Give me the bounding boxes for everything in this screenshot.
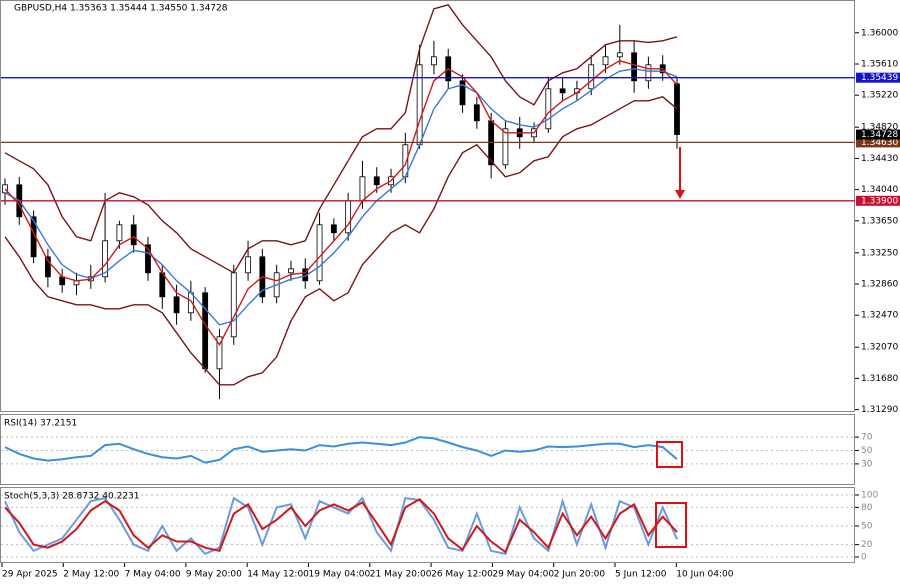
candle-body bbox=[559, 88, 566, 94]
x-tick-label: 2 Jun 20:00 bbox=[554, 570, 606, 580]
y-tick-label: 80 bbox=[861, 503, 873, 513]
last-price-tag bbox=[856, 129, 900, 140]
level-tag bbox=[856, 137, 900, 148]
indicator-line bbox=[4, 496, 678, 556]
stoch-highlight bbox=[655, 502, 687, 548]
plot-layer: 1.36000 1.35610 1.35220 1.34820 1.34430 1.340… bbox=[1, 3, 900, 580]
y-tick-label: 20 bbox=[861, 540, 873, 550]
last-price-label: 1.34728 bbox=[861, 130, 898, 140]
candle-body bbox=[173, 296, 180, 314]
candle-body bbox=[631, 52, 638, 82]
x-tick-label: 5 Jun 12:00 bbox=[615, 570, 667, 580]
indicator-line bbox=[4, 68, 678, 326]
y-tick-label: 100 bbox=[861, 491, 878, 501]
rsi-title: RSI(14) 37.2151 bbox=[4, 419, 77, 429]
level-label: 1.33900 bbox=[861, 196, 898, 206]
candle-body bbox=[416, 64, 423, 146]
level-tag bbox=[856, 72, 900, 83]
arrow-head bbox=[675, 190, 685, 199]
y-tick-label: 0 bbox=[861, 553, 867, 563]
candle-body bbox=[616, 52, 623, 58]
main-frame bbox=[0, 0, 855, 412]
candle-body bbox=[373, 176, 380, 186]
x-tick-label: 9 May 20:00 bbox=[186, 570, 242, 580]
y-tick-label: 50 bbox=[861, 446, 873, 456]
y-tick-label: 30 bbox=[861, 459, 873, 469]
candle-body bbox=[602, 56, 609, 66]
candle-body bbox=[459, 80, 466, 106]
y-tick-label: 1.32470 bbox=[861, 311, 898, 321]
indicator-line bbox=[4, 3, 678, 274]
rsi-highlight bbox=[656, 441, 683, 468]
candle-body bbox=[431, 56, 437, 66]
main-title: GBPUSD,H4 1.35363 1.35444 1.34550 1.3472… bbox=[14, 4, 228, 14]
candle-body bbox=[145, 244, 151, 274]
x-tick-label: 26 May 12:00 bbox=[431, 570, 493, 580]
candle-body bbox=[245, 256, 251, 274]
y-tick-label: 70 bbox=[861, 433, 873, 443]
candle-body bbox=[216, 336, 223, 370]
y-tick-label: 1.34820 bbox=[861, 123, 898, 133]
rsi-frame bbox=[0, 414, 855, 485]
candle-body bbox=[359, 176, 366, 202]
level-label: 1.35439 bbox=[861, 73, 898, 83]
candle-body bbox=[116, 224, 123, 242]
y-tick-label: 1.34040 bbox=[861, 185, 898, 195]
candle-body bbox=[645, 64, 652, 82]
y-tick-label: 1.31680 bbox=[861, 374, 898, 384]
y-tick-label: 1.31290 bbox=[861, 405, 898, 415]
y-tick-label: 1.32070 bbox=[861, 343, 898, 353]
y-tick-label: 1.35220 bbox=[861, 91, 898, 101]
candle-body bbox=[316, 224, 323, 282]
candle-body bbox=[345, 200, 352, 234]
candle-body bbox=[502, 128, 509, 166]
level-tag bbox=[856, 195, 900, 206]
candle-body bbox=[545, 88, 552, 130]
candle-body bbox=[674, 83, 680, 135]
x-tick-label: 19 May 04:00 bbox=[309, 570, 371, 580]
candle-body bbox=[230, 272, 237, 338]
candle-body bbox=[588, 64, 595, 90]
x-tick-label: 29 Apr 2025 bbox=[2, 570, 58, 580]
x-tick-label: 7 May 04:00 bbox=[125, 570, 181, 580]
x-tick-label: 21 May 20:00 bbox=[370, 570, 432, 580]
y-tick-label: 50 bbox=[861, 522, 873, 532]
indicator-line bbox=[4, 96, 678, 386]
y-tick-label: 1.32860 bbox=[861, 280, 898, 290]
y-tick-label: 1.33650 bbox=[861, 216, 898, 226]
y-tick-label: 1.34430 bbox=[861, 154, 898, 164]
y-tick-label: 1.35610 bbox=[861, 60, 898, 70]
y-tick-label: 1.36000 bbox=[861, 28, 898, 38]
indicator-line bbox=[4, 436, 678, 464]
indicator-line bbox=[4, 60, 678, 347]
x-tick-label: 14 May 12:00 bbox=[247, 570, 309, 580]
stoch-frame bbox=[0, 487, 855, 563]
indicator-line bbox=[4, 498, 678, 554]
candle-body bbox=[102, 240, 108, 278]
candle-body bbox=[44, 256, 51, 278]
candle-body bbox=[288, 268, 294, 274]
y-tick-label: 1.33250 bbox=[861, 248, 898, 258]
candle-body bbox=[130, 224, 137, 246]
candle-body bbox=[473, 104, 480, 122]
candle-body bbox=[330, 224, 337, 234]
level-label: 1.34630 bbox=[861, 138, 898, 148]
x-tick-label: 10 Jun 04:00 bbox=[676, 570, 733, 580]
stoch-title: Stoch(5,3,3) 28.8732 40.2231 bbox=[4, 492, 139, 502]
candle-body bbox=[202, 292, 209, 370]
x-tick-label: 29 May 04:00 bbox=[492, 570, 554, 580]
x-tick-label: 2 May 12:00 bbox=[63, 570, 119, 580]
